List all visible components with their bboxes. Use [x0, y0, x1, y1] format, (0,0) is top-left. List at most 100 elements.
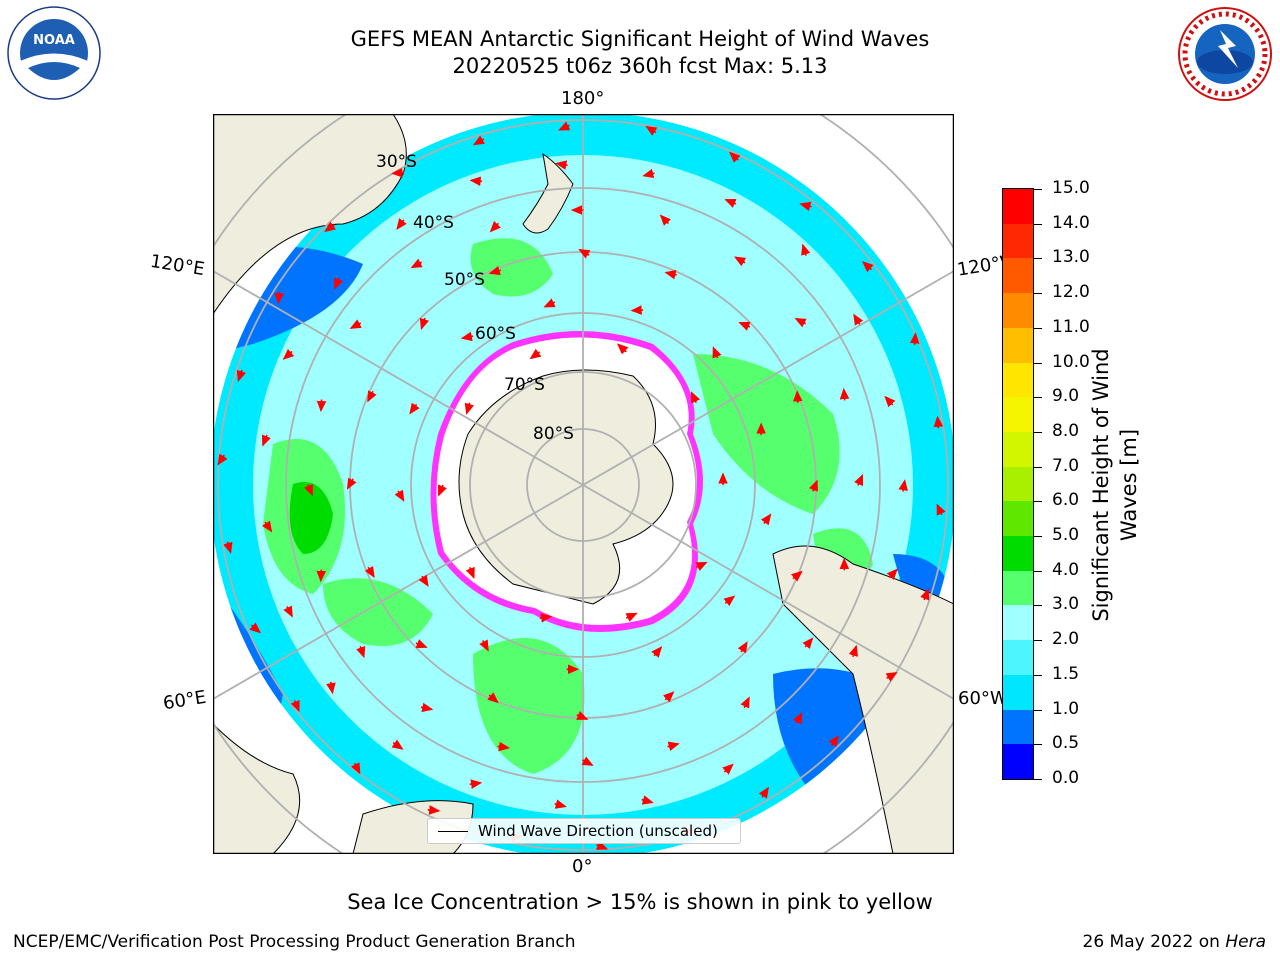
wave-direction-arrow [487, 692, 499, 704]
wave-direction-arrow [664, 269, 677, 280]
wave-direction-arrow [217, 453, 228, 466]
wave-direction-arrow [427, 805, 441, 815]
colorbar-tick-label: 0.0 [1052, 768, 1080, 788]
colorbar-tick [1034, 779, 1042, 780]
wave-direction-arrow [792, 712, 803, 725]
colorbar-tick-label: 14.0 [1052, 212, 1090, 233]
wave-direction-arrow [464, 402, 474, 415]
colorbar-tick [1034, 709, 1042, 711]
wave-direction-arrow [853, 313, 864, 326]
colorbar [1002, 188, 1034, 780]
wave-direction-arrow [558, 121, 571, 131]
sea-ice-note: Sea Ice Concentration > 15% is shown in … [347, 890, 933, 914]
wave-direction-arrow [898, 479, 908, 492]
lon-label-0: 0° [572, 856, 593, 877]
colorbar-segment [1003, 500, 1033, 537]
colorbar-segment [1003, 570, 1033, 606]
wave-direction-arrow [884, 395, 896, 408]
colorbar-tick [1034, 501, 1042, 503]
colorbar-tick-label: 9.0 [1052, 386, 1080, 407]
wave-direction-arrow [740, 696, 750, 709]
wave-direction-arrow [695, 561, 708, 572]
wave-direction-arrow [576, 711, 589, 720]
wave-direction-arrow [920, 588, 930, 601]
wave-direction-arrow [936, 503, 946, 516]
wave-direction-arrow [690, 391, 701, 404]
wave-direction-arrow [479, 639, 489, 652]
colorbar-tick-label: 2.0 [1052, 629, 1080, 650]
wave-direction-arrow [489, 221, 501, 233]
colorbar-segment [1003, 257, 1033, 294]
lat-label-50s: 50°S [444, 270, 485, 290]
colorbar-tick-label: 11.0 [1052, 316, 1090, 337]
colorbar-segment [1003, 674, 1033, 710]
wave-direction-arrow [724, 198, 737, 208]
wave-direction-arrow [758, 786, 769, 799]
wave-direction-arrow [645, 125, 658, 136]
colorbar-tick [1034, 570, 1042, 572]
wave-direction-arrow [801, 243, 811, 256]
wave-direction-arrow [737, 641, 748, 654]
wave-direction-arrow [625, 612, 638, 622]
chart-subtitle: 20220525 t06z 360h fcst Max: 5.13 [452, 54, 828, 78]
wave-direction-arrow [802, 637, 814, 650]
wave-direction-arrow [290, 699, 300, 713]
wave-direction-arrow [651, 646, 663, 658]
colorbar-title: Significant Height of Wind Waves [m] [1089, 348, 1141, 622]
wave-direction-arrow [554, 799, 567, 809]
colorbar-segment [1003, 604, 1033, 641]
colorbar-segment [1003, 396, 1033, 432]
wave-direction-arrow [862, 261, 874, 273]
colorbar-tick [1034, 744, 1042, 746]
colorbar-tick [1034, 674, 1042, 676]
wave-direction-arrow [799, 201, 812, 212]
wave-direction-arrow [418, 574, 429, 587]
wave-direction-arrow [792, 390, 803, 403]
wave-direction-arrow [828, 735, 840, 748]
wave-direction-arrow [409, 402, 420, 415]
noaa-logo-text: NOAA [33, 33, 75, 48]
wave-direction-arrow [848, 644, 858, 658]
wave-direction-arrow [738, 321, 751, 331]
footer-producer: NCEP/EMC/Verification Post Processing Pr… [13, 932, 576, 952]
colorbar-tick-label: 5.0 [1052, 525, 1080, 546]
wave-direction-arrow [791, 570, 803, 582]
colorbar-tick [1034, 327, 1042, 329]
wave-direction-arrow [304, 484, 313, 497]
wave-direction-arrow [324, 221, 337, 233]
wave-direction-arrows [217, 121, 946, 850]
lon-label-120e: 120°E [148, 250, 207, 281]
wave-direction-arrow [367, 390, 377, 403]
wave-direction-arrow [539, 613, 553, 623]
wave-direction-arrow [760, 513, 772, 526]
wave-direction-arrow [734, 256, 747, 267]
wave-direction-arrow [316, 399, 327, 413]
wave-direction-arrow [236, 369, 246, 383]
wave-direction-arrow [641, 795, 654, 805]
wave-direction-arrow [933, 415, 944, 429]
colorbar-segment [1003, 709, 1033, 745]
chart-title: GEFS MEAN Antarctic Significant Height o… [350, 27, 930, 51]
lon-label-180: 180° [561, 88, 605, 109]
colorbar-tick [1034, 223, 1042, 225]
wave-direction-arrow [350, 762, 361, 775]
colorbar-tick [1034, 293, 1042, 295]
colorbar-segment [1003, 292, 1033, 328]
nws-logo [1176, 6, 1274, 102]
wave-direction-arrow [497, 741, 511, 752]
wave-direction-arrow [543, 298, 556, 308]
wave-direction-arrow [223, 541, 233, 554]
wave-direction-arrow [578, 248, 591, 259]
noaa-logo: NOAA [4, 6, 104, 100]
wave-direction-arrow [616, 343, 629, 355]
colorbar-tick [1034, 605, 1042, 607]
lon-label-60w: 60°W [958, 688, 1008, 709]
legend-label: Wind Wave Direction (unscaled) [478, 822, 718, 840]
footer-date: 26 May 2022 on Hera [1083, 932, 1267, 952]
wave-direction-arrow [808, 479, 818, 492]
lat-label-60s: 60°S [475, 324, 516, 344]
colorbar-tick-label: 13.0 [1052, 247, 1090, 268]
colorbar-tick-label: 10.0 [1052, 351, 1090, 372]
wave-direction-arrow [885, 672, 898, 682]
colorbar-tick [1034, 258, 1042, 260]
